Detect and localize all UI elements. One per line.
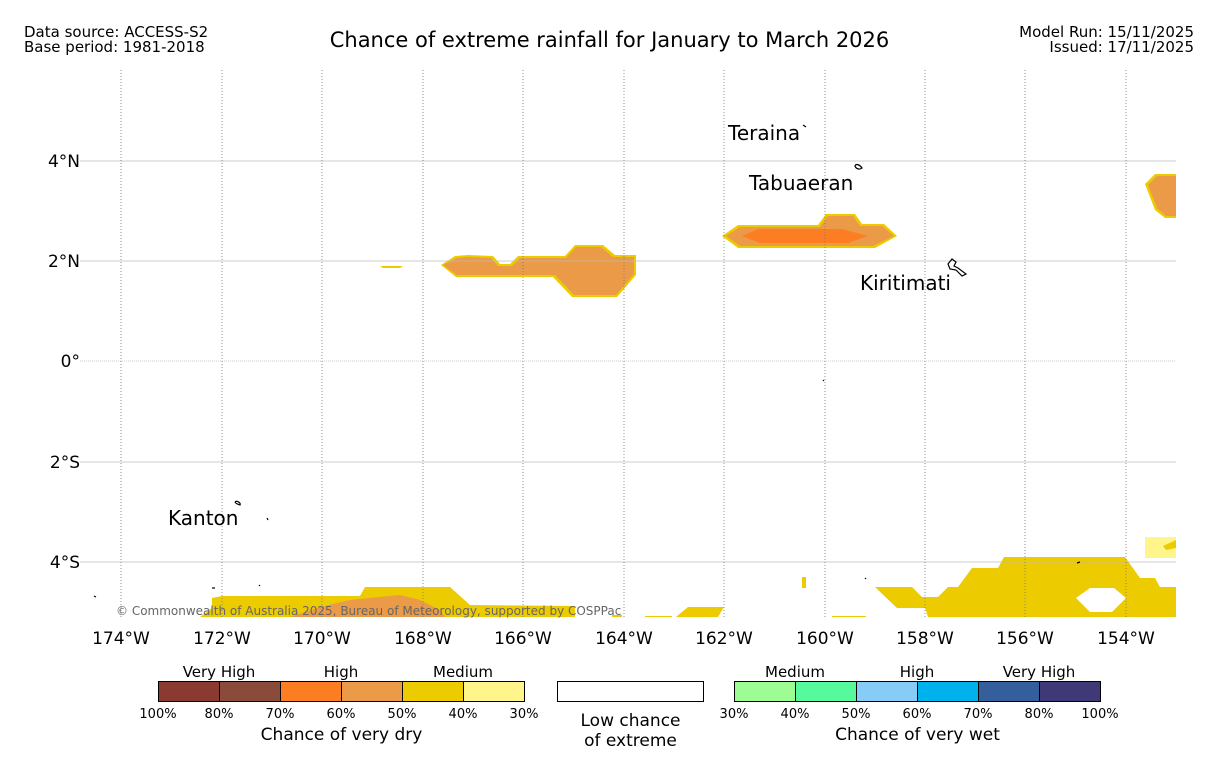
wet-tick: 30%: [719, 707, 749, 722]
lon-label-158w: 158°W: [896, 629, 954, 649]
region-yellow-south-small-a: [612, 615, 622, 617]
wet-legend-label: Chance of very wet: [835, 725, 1000, 745]
wet-swatch: [857, 682, 918, 701]
place-label-teraina: Teraina: [727, 121, 800, 145]
dry-legend-label: Chance of very dry: [260, 725, 423, 745]
issued-text: Issued: 17/11/2025: [1049, 38, 1194, 56]
place-label-kiritimati: Kiritimati: [860, 271, 951, 295]
teraina-island-outline: [802, 124, 807, 128]
dry-swatch: [281, 682, 342, 701]
lon-label-160w: 160°W: [796, 629, 854, 649]
tabuaeran-island-outline: [854, 163, 863, 170]
dry-swatch: [403, 682, 464, 701]
lat-label-4n: 4°N: [48, 152, 80, 172]
rainfall-map: Teraina Tabuaeran Kiritimati Kanton © Co…: [48, 70, 1176, 649]
region-orange-north-b: [443, 247, 634, 295]
wet-swatch: [796, 682, 857, 701]
latitude-labels: 4°N 2°N 0° 2°S 4°S: [48, 152, 80, 573]
islet-outline-a: [266, 517, 269, 521]
region-yellow-north-a: [380, 266, 403, 268]
dry-tick: 50%: [387, 707, 417, 722]
longitude-gridlines: [120, 70, 1127, 617]
island-outlines: [93, 124, 1081, 598]
place-label-kanton: Kanton: [168, 506, 238, 530]
dry-category-high: High: [323, 663, 359, 681]
chart-title: Chance of extreme rainfall for January t…: [329, 28, 890, 52]
region-white-hole: [1076, 588, 1126, 612]
region-yellow-south-small-e: [832, 616, 866, 617]
dry-tick: 80%: [204, 707, 234, 722]
wet-tick: 70%: [963, 707, 993, 722]
wet-tick: 100%: [1081, 707, 1119, 722]
lat-label-2n: 2°N: [48, 252, 80, 272]
lon-label-164w: 164°W: [595, 629, 653, 649]
wet-tick: 40%: [780, 707, 810, 722]
lon-label-154w: 154°W: [1097, 629, 1155, 649]
longitude-labels: 174°W 172°W 170°W 168°W 166°W 164°W 162°…: [92, 629, 1155, 649]
lat-label-2s: 2°S: [50, 453, 80, 473]
place-label-tabuaeran: Tabuaeran: [748, 171, 853, 195]
wet-tick: 50%: [841, 707, 871, 722]
wet-swatch: [1040, 682, 1100, 701]
dry-swatch: [220, 682, 281, 701]
region-yellow-east-sliver: [1163, 540, 1176, 550]
region-orange-east-edge: [1148, 176, 1176, 216]
data-source-text: Data source: ACCESS-S2: [24, 23, 209, 41]
wet-tick: 80%: [1024, 707, 1054, 722]
dry-tick: 40%: [448, 707, 478, 722]
neutral-label-line2: of extreme: [584, 731, 677, 751]
dry-swatch: [342, 682, 403, 701]
lat-label-4s: 4°S: [50, 553, 80, 573]
region-pale-yellow-east: [1145, 537, 1176, 558]
wet-swatch: [918, 682, 979, 701]
region-yellow-south-east: [875, 557, 1176, 617]
islet-outline-d: [258, 584, 261, 587]
rainfall-regions: [200, 174, 1176, 617]
islet-outline-b: [822, 379, 825, 382]
wet-category-very-high: Very High: [1002, 663, 1076, 681]
dry-tick: 70%: [265, 707, 295, 722]
wet-swatch: [979, 682, 1040, 701]
lon-label-174w: 174°W: [92, 629, 150, 649]
dry-category-very-high: Very High: [182, 663, 256, 681]
wet-color-bar: [734, 681, 1101, 702]
dry-swatch: [159, 682, 220, 701]
region-orange-south-west: [290, 595, 445, 617]
region-yellow-south-small-c: [676, 607, 724, 617]
dry-color-bar: [158, 681, 525, 702]
kiritimati-island-outline: [947, 258, 968, 277]
dry-tick: 100%: [139, 707, 177, 722]
model-run-text: Model Run: 15/11/2025: [1019, 23, 1194, 41]
latitude-gridlines: [80, 160, 1176, 563]
base-period-text: Base period: 1981-2018: [24, 38, 205, 56]
dry-tick: 30%: [509, 707, 539, 722]
lon-label-162w: 162°W: [695, 629, 753, 649]
dry-tick: 60%: [326, 707, 356, 722]
lon-label-172w: 172°W: [193, 629, 251, 649]
islet-outline-g: [864, 577, 867, 580]
copyright-notice: © Commonwealth of Australia 2025, Bureau…: [116, 604, 621, 618]
wet-tick: 60%: [902, 707, 932, 722]
neutral-label-line1: Low chance: [580, 711, 681, 731]
lon-label-168w: 168°W: [394, 629, 452, 649]
islet-outline-e: [93, 595, 97, 598]
lon-label-166w: 166°W: [494, 629, 552, 649]
region-yellow-south-small-d: [802, 577, 806, 588]
islet-outline-f: [1076, 561, 1081, 564]
kanton-island-outline: [234, 500, 241, 506]
wet-swatch: [735, 682, 796, 701]
region-bright-orange-north: [742, 229, 868, 243]
lon-label-170w: 170°W: [293, 629, 351, 649]
wet-category-medium: Medium: [765, 663, 825, 681]
dry-category-medium: Medium: [433, 663, 493, 681]
region-yellow-south-small-b: [645, 616, 672, 617]
neutral-color-box: [557, 681, 704, 702]
wet-category-high: High: [899, 663, 935, 681]
lon-label-156w: 156°W: [996, 629, 1054, 649]
dry-swatch: [464, 682, 524, 701]
lat-label-0: 0°: [61, 352, 80, 372]
